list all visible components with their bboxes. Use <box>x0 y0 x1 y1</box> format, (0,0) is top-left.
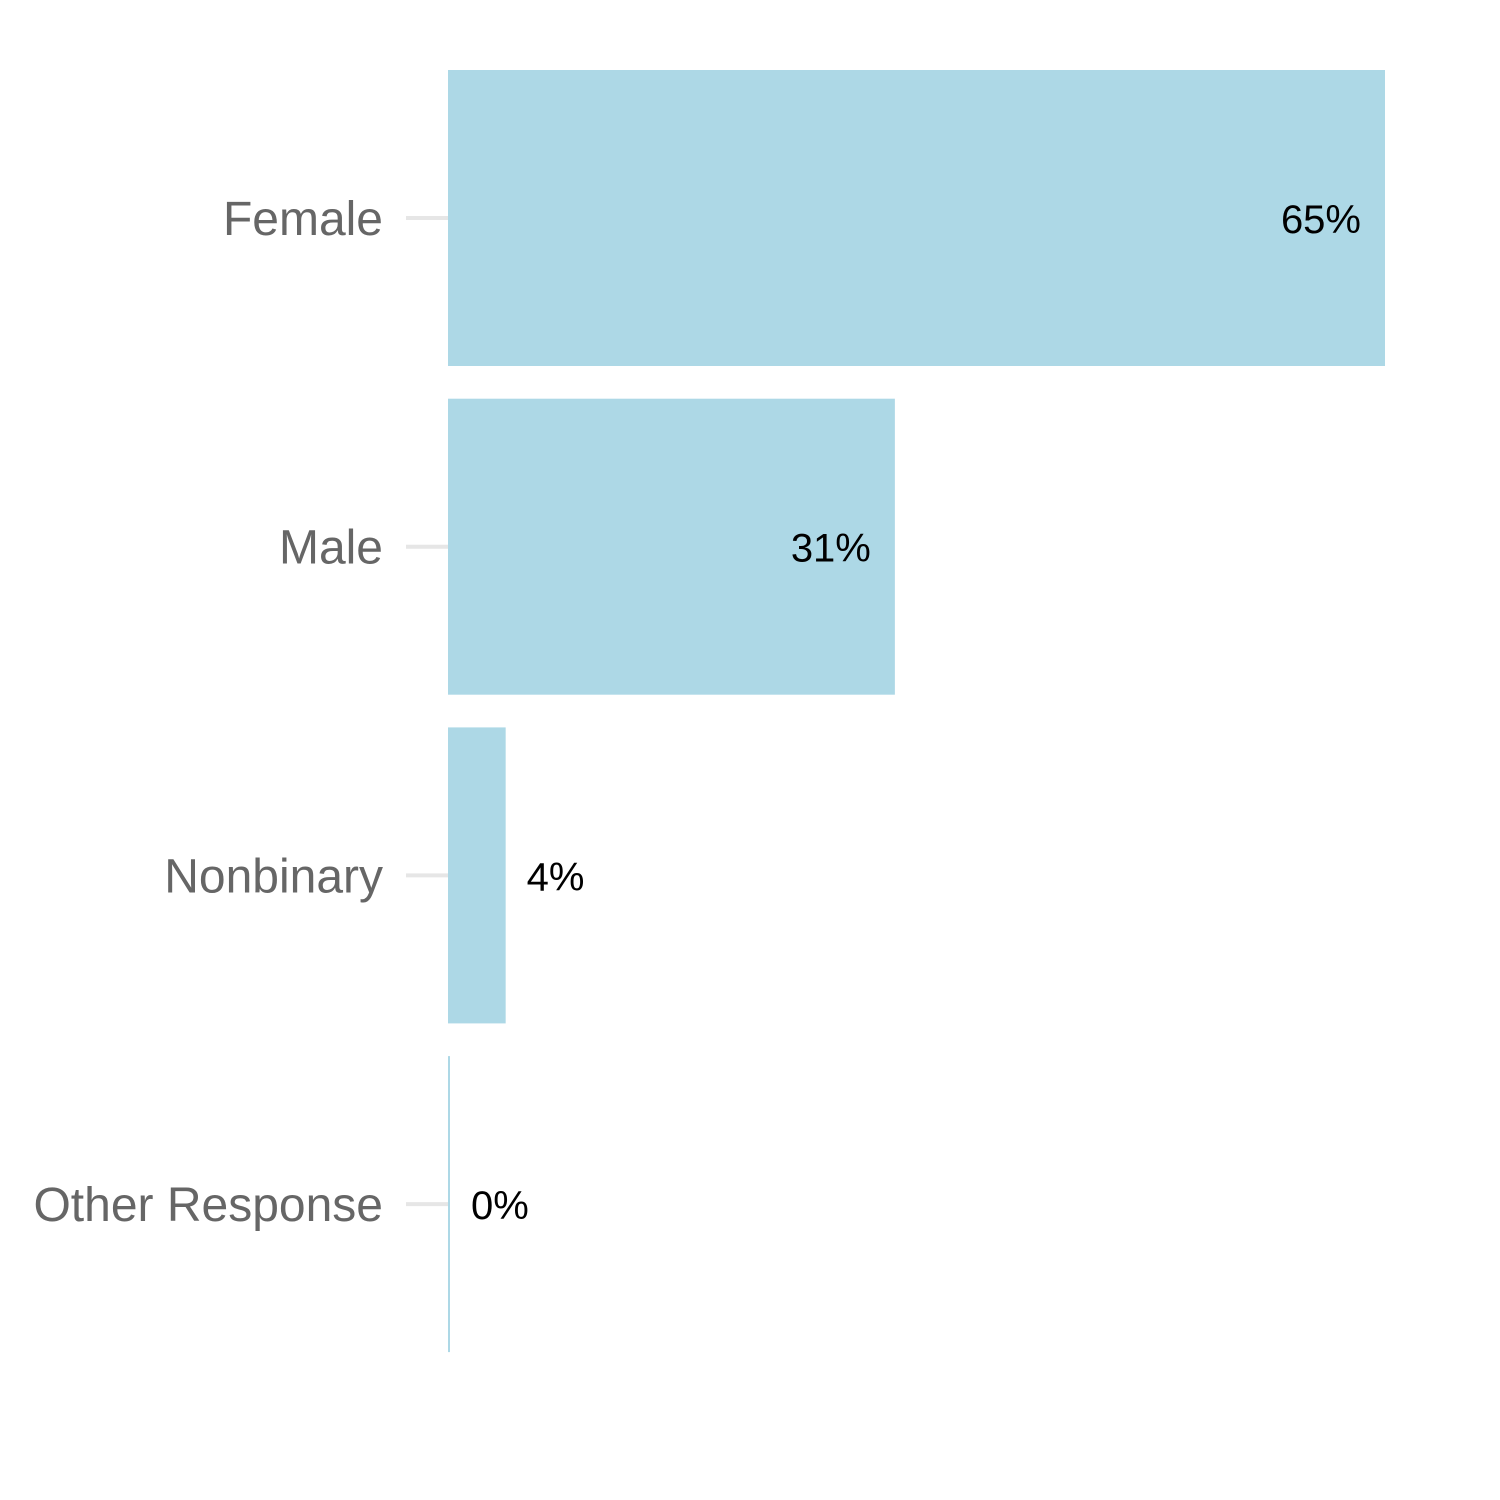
category-label-female: Female <box>223 193 383 246</box>
bar-female <box>448 70 1385 366</box>
bar-male <box>448 398 895 695</box>
bars <box>448 70 1385 1353</box>
data-label-nonbinary: 4% <box>527 855 585 899</box>
bar-other-response <box>448 1056 450 1353</box>
category-labels: Female Male Nonbinary Other Response <box>33 193 383 1232</box>
y-axis-ticks <box>406 216 448 1207</box>
data-label-male: 31% <box>791 527 871 571</box>
data-labels: 65% 31% 4% 0% <box>471 198 1361 1228</box>
category-label-male: Male <box>279 522 383 575</box>
data-label-female: 65% <box>1281 198 1361 242</box>
bar-nonbinary <box>448 727 506 1024</box>
category-label-nonbinary: Nonbinary <box>164 850 383 903</box>
category-label-other-response: Other Response <box>33 1179 383 1232</box>
data-label-other-response: 0% <box>471 1184 529 1228</box>
